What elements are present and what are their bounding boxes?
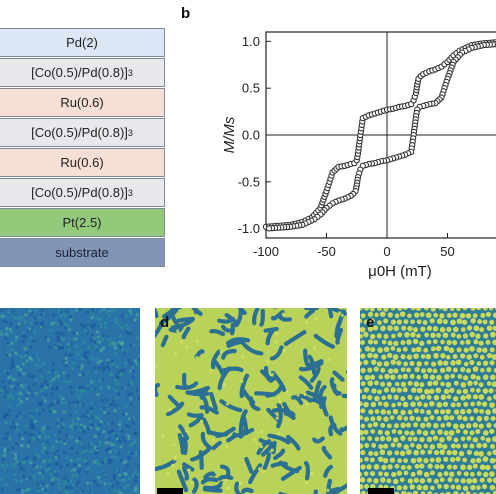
mfm-image-c	[0, 308, 140, 494]
panel-label-d: d	[160, 314, 170, 331]
layer-stack: Pd(2) [Co(0.5)/Pd(0.8)] 3 Ru(0.6) [Co(0.5)/P…	[0, 27, 165, 267]
layer-label: Ru(0.6)	[60, 95, 104, 110]
y-tick-label: 1.0	[242, 34, 260, 49]
layer-2: Ru(0.6)	[0, 88, 165, 117]
y-axis-label: M/Ms	[221, 116, 238, 153]
hysteresis-chart: -100 -50 0 50 -1.0 -0.5 0.0 0.5 1.0 μ0H (mT) M/Ms	[221, 31, 496, 280]
layer-5: [Co(0.5)/Pd(0.8)] 3	[0, 178, 165, 207]
layer-7: substrate	[0, 238, 165, 267]
y-tick-label: -0.5	[238, 174, 260, 189]
panel-label-b: b	[181, 5, 191, 22]
layer-3: [Co(0.5)/Pd(0.8)] 3	[0, 118, 165, 147]
layer-label: [Co(0.5)/Pd(0.8)]	[31, 185, 128, 200]
layer-label: Pt(2.5)	[62, 215, 102, 230]
layer-label: Ru(0.6)	[60, 155, 104, 170]
mfm-image-e	[360, 308, 496, 494]
layer-label: substrate	[55, 245, 109, 260]
layer-1: [Co(0.5)/Pd(0.8)] 3	[0, 58, 165, 87]
layer-label: [Co(0.5)/Pd(0.8)]	[31, 65, 128, 80]
layer-label: [Co(0.5)/Pd(0.8)]	[31, 125, 128, 140]
layer-6: Pt(2.5)	[0, 208, 165, 237]
x-tick-label: -50	[317, 244, 336, 259]
y-tick-label: -1.0	[238, 221, 260, 236]
layer-subscript: 3	[127, 187, 133, 198]
data-point	[265, 225, 273, 232]
y-tick-label: 0.5	[242, 81, 260, 96]
x-axis-label: μ0H (mT)	[368, 263, 432, 280]
panel-label-e: e	[366, 314, 375, 331]
mfm-image-d	[155, 308, 347, 494]
y-tick-label: 0.0	[242, 128, 260, 143]
layer-label: Pd(2)	[66, 35, 98, 50]
layer-subscript: 3	[127, 67, 133, 78]
x-tick-label: 0	[383, 244, 390, 259]
layer-0: Pd(2)	[0, 28, 165, 57]
layer-4: Ru(0.6)	[0, 148, 165, 177]
layer-subscript: 3	[127, 127, 133, 138]
x-tick-label: 50	[440, 244, 454, 259]
x-tick-label: -100	[253, 244, 279, 259]
